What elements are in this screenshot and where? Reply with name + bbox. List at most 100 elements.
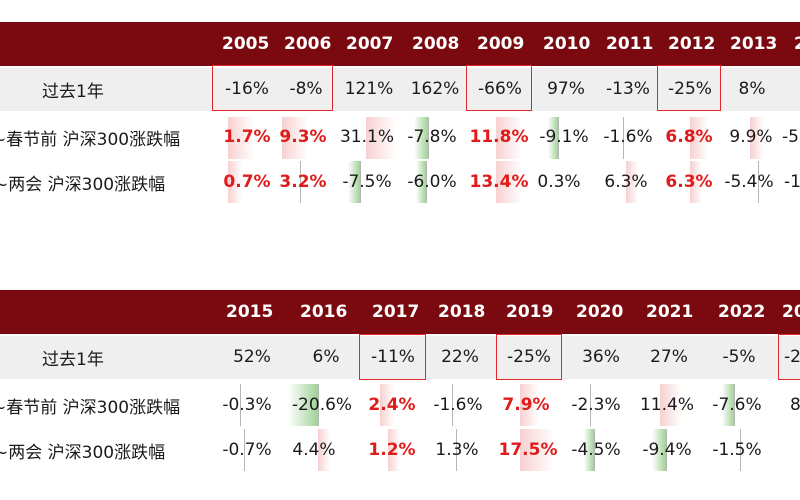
year-header-2019: 2019 (506, 302, 554, 322)
value-cell-clipped: 8 (790, 395, 800, 415)
value-cell-highlighted: 6.3% (665, 172, 713, 192)
value-cell: -1.6% (603, 127, 653, 147)
data-bar (228, 117, 254, 159)
value-cell-highlighted: 7.9% (502, 395, 550, 415)
value-cell-highlighted: 17.5% (498, 440, 558, 460)
value-cell: -9.1% (539, 127, 589, 147)
data-bar (520, 429, 554, 471)
bar-axis (360, 161, 361, 203)
value-cell: 6% (312, 347, 340, 367)
value-cell: -7.6% (712, 395, 762, 415)
data-bar (660, 384, 682, 426)
bar-axis (740, 429, 741, 471)
year-header-2007: 2007 (346, 34, 394, 54)
year-header-2006: 2006 (284, 34, 332, 54)
year-header-row: 2005 2006 2007 2008 2009 2010 2011 2012 … (0, 22, 800, 66)
year-header-2009: 2009 (477, 34, 525, 54)
bar-axis (456, 429, 457, 471)
data-bar (722, 384, 734, 426)
value-cell-highlighted: 0.7% (223, 172, 271, 192)
value-cell: 9.9% (729, 127, 773, 147)
bar-axis (758, 161, 759, 203)
bar-axis (594, 429, 595, 471)
row-label-two-sessions: ~两会 沪深300涨跌幅 (0, 443, 166, 463)
data-bar (380, 384, 394, 426)
row-label-past-year: 过去1年 (42, 82, 104, 102)
value-cell: -5% (722, 347, 756, 367)
row-label-pre-spring-festival: ~春节前 沪深300涨跌幅 (0, 398, 181, 418)
value-cell: -0.7% (222, 440, 272, 460)
value-cell: -20.6% (291, 395, 353, 415)
value-cell-clipped: -1 (784, 172, 800, 192)
data-bar (414, 117, 428, 159)
year-header-2012: 2012 (668, 34, 716, 54)
value-cell-clipped: -5 (782, 127, 799, 147)
value-cell: 22% (441, 347, 479, 367)
highlight-box-2019 (496, 334, 562, 380)
value-cell: 52% (233, 347, 271, 367)
bar-axis (318, 384, 319, 426)
data-bar (348, 161, 360, 203)
value-cell: -0.3% (222, 395, 272, 415)
value-cell: 8% (738, 79, 766, 99)
value-cell: 6.3% (604, 172, 648, 192)
value-cell: -11% (371, 347, 415, 367)
data-bar (416, 161, 426, 203)
value-cell: -25% (507, 347, 551, 367)
value-cell: -7.8% (407, 127, 457, 147)
value-cell-highlighted: 6.8% (665, 127, 713, 147)
value-cell: -5.4% (724, 172, 774, 192)
bar-axis (734, 384, 735, 426)
bar-axis (666, 429, 667, 471)
row-label-two-sessions: ~两会 沪深300涨跌幅 (0, 175, 166, 195)
data-bar (496, 161, 522, 203)
value-cell: 11.4% (639, 395, 694, 415)
year-header-2020: 2020 (576, 302, 624, 322)
data-bar (652, 429, 666, 471)
value-cell: 0.3% (537, 172, 581, 192)
row-label-past-year: 过去1年 (42, 350, 104, 370)
value-cell-highlighted: 2.4% (368, 395, 416, 415)
bar-axis (590, 384, 591, 426)
bar-axis (244, 429, 245, 471)
value-cell: 36% (582, 347, 620, 367)
value-cell: -2.3% (571, 395, 621, 415)
value-cell: -25% (668, 79, 712, 99)
data-bar (496, 117, 522, 159)
year-header-2023: 20 (782, 302, 800, 322)
value-cell: -1.5% (712, 440, 762, 460)
data-bar (318, 429, 330, 471)
data-bar (690, 117, 708, 159)
value-cell: -4.5% (571, 440, 621, 460)
bar-axis (426, 161, 427, 203)
value-cell: 4.4% (292, 440, 336, 460)
value-cell: -7.5% (342, 172, 392, 192)
value-cell: -16% (225, 79, 269, 99)
bar-axis (452, 384, 453, 426)
year-header-2015: 2015 (226, 302, 274, 322)
bar-axis (623, 117, 624, 159)
highlight-box-2005-2006 (212, 65, 333, 111)
bar-axis (558, 117, 559, 159)
data-bar (388, 429, 400, 471)
data-bar (366, 117, 396, 159)
data-bar (750, 117, 764, 159)
year-header-2005: 2005 (222, 34, 270, 54)
year-header-2017: 2017 (372, 302, 420, 322)
bar-axis (428, 117, 429, 159)
highlight-box-2017 (359, 334, 426, 380)
value-cell-highlighted: 3.2% (279, 172, 327, 192)
data-bar (548, 117, 558, 159)
year-header-row: 2015 2016 2017 2018 2019 2020 2021 2022 … (0, 290, 800, 334)
value-cell: -6.0% (407, 172, 457, 192)
value-cell: 121% (344, 79, 394, 99)
value-cell: -1.6% (433, 395, 483, 415)
data-bar (520, 384, 538, 426)
value-cell: 27% (650, 347, 688, 367)
value-cell-highlighted: 1.2% (368, 440, 416, 460)
value-cell: -66% (478, 79, 522, 99)
highlight-box-2023 (778, 334, 800, 380)
data-bar (584, 429, 594, 471)
row-label-pre-spring-festival: ~春节前 沪深300涨跌幅 (0, 130, 181, 150)
value-cell-highlighted: 11.8% (469, 127, 529, 147)
